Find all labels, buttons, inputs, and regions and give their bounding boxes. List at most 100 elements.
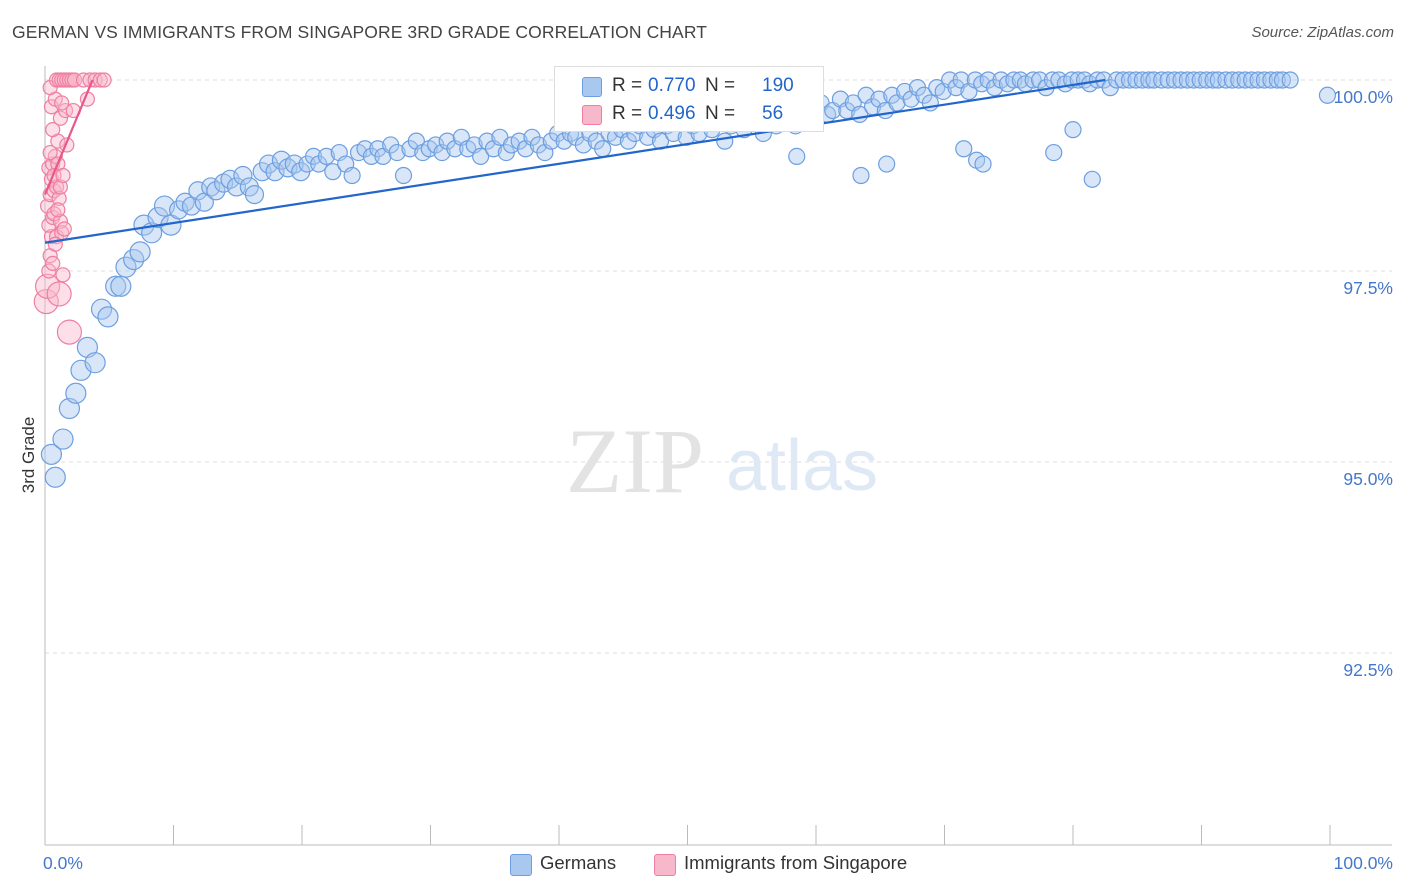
point-singapore bbox=[52, 110, 69, 126]
watermark-atlas: atlas bbox=[726, 426, 878, 506]
bottom-legend-swatch-germans bbox=[510, 854, 532, 876]
point-singapore bbox=[52, 179, 69, 195]
point-germans bbox=[852, 166, 870, 185]
point-germans bbox=[105, 275, 127, 297]
point-germans bbox=[1255, 71, 1274, 89]
point-germans bbox=[594, 140, 612, 158]
point-singapore bbox=[50, 202, 66, 218]
point-germans bbox=[1127, 71, 1145, 89]
x-tick-label: 100.0% bbox=[1334, 853, 1393, 873]
point-germans bbox=[1249, 71, 1267, 89]
point-germans bbox=[206, 181, 226, 201]
y-tick-label: 97.5% bbox=[1343, 278, 1393, 298]
point-germans bbox=[324, 163, 342, 181]
point-germans bbox=[1088, 71, 1107, 89]
point-germans bbox=[1236, 71, 1254, 89]
point-singapore bbox=[57, 102, 74, 119]
point-singapore bbox=[45, 122, 61, 138]
point-germans bbox=[1172, 71, 1190, 89]
y-axis-label: 3rd Grade bbox=[19, 417, 38, 494]
legend-n-value: 56 bbox=[762, 103, 784, 124]
point-germans bbox=[878, 155, 896, 173]
point-germans bbox=[1108, 71, 1126, 89]
point-germans bbox=[52, 428, 74, 450]
point-singapore bbox=[92, 72, 108, 88]
point-germans bbox=[1191, 71, 1209, 89]
point-germans bbox=[317, 147, 336, 165]
point-germans bbox=[1114, 71, 1132, 89]
chart-source: Source: ZipAtlas.com bbox=[1251, 24, 1394, 41]
gridlines bbox=[45, 79, 1392, 654]
point-germans bbox=[1153, 71, 1171, 89]
tick-labels: 100.0% 97.5% 95.0% 92.5% 0.0% 100.0% bbox=[43, 87, 1393, 873]
point-singapore bbox=[41, 263, 57, 279]
series-singapore bbox=[33, 72, 112, 345]
point-germans bbox=[1083, 170, 1101, 188]
point-singapore bbox=[56, 319, 83, 345]
point-germans bbox=[394, 166, 413, 185]
point-germans bbox=[40, 443, 63, 465]
point-singapore bbox=[55, 267, 71, 283]
point-germans bbox=[84, 352, 106, 374]
bottom-legend-label-germans: Germans bbox=[540, 852, 617, 873]
point-germans bbox=[169, 200, 189, 220]
point-germans bbox=[76, 336, 99, 358]
point-germans bbox=[1281, 71, 1299, 89]
point-germans bbox=[1318, 86, 1337, 104]
point-germans bbox=[1223, 71, 1241, 89]
series-germans bbox=[40, 71, 1337, 488]
legend-n-value: 190 bbox=[762, 75, 794, 96]
point-germans bbox=[201, 177, 221, 197]
point-singapore bbox=[42, 144, 58, 161]
point-germans bbox=[1243, 71, 1261, 89]
legend-n-label: N = bbox=[705, 75, 736, 96]
point-germans bbox=[1185, 71, 1203, 89]
point-germans bbox=[1120, 71, 1139, 89]
point-singapore bbox=[48, 179, 65, 195]
point-germans bbox=[44, 466, 66, 488]
point-germans bbox=[1204, 71, 1222, 89]
point-singapore bbox=[45, 255, 61, 271]
bottom-legend-label-singapore: Immigrants from Singapore bbox=[684, 852, 908, 873]
point-germans bbox=[1165, 71, 1184, 89]
y-tick-label: 100.0% bbox=[1334, 87, 1393, 107]
point-germans bbox=[1178, 71, 1196, 89]
point-germans bbox=[472, 147, 490, 165]
point-germans bbox=[233, 165, 253, 186]
point-germans bbox=[1024, 71, 1042, 89]
legend-r-label: R = bbox=[612, 75, 643, 96]
point-germans bbox=[265, 162, 285, 182]
point-singapore bbox=[54, 95, 70, 111]
legend-r-value: 0.496 bbox=[648, 103, 696, 124]
y-tick-label: 95.0% bbox=[1343, 469, 1393, 489]
legend-row-germans: R = 0.770 N = 190 bbox=[555, 72, 823, 100]
trendline-singapore bbox=[43, 79, 94, 196]
point-germans bbox=[110, 275, 132, 297]
legend-swatch-germans bbox=[582, 77, 602, 97]
point-germans bbox=[1064, 121, 1082, 139]
point-singapore bbox=[96, 72, 112, 88]
point-germans bbox=[284, 154, 304, 174]
x-tick-label: 0.0% bbox=[43, 853, 83, 873]
point-germans bbox=[1140, 71, 1158, 89]
legend-r-value: 0.770 bbox=[648, 75, 696, 96]
point-germans bbox=[65, 382, 87, 404]
point-germans bbox=[1045, 143, 1063, 162]
legend-r-label: R = bbox=[612, 103, 643, 124]
point-germans bbox=[343, 166, 361, 185]
point-germans bbox=[97, 306, 119, 328]
point-germans bbox=[220, 169, 240, 189]
point-germans bbox=[1217, 71, 1235, 89]
point-germans bbox=[788, 147, 806, 165]
axes bbox=[44, 66, 1392, 846]
point-singapore bbox=[51, 190, 67, 207]
point-singapore bbox=[55, 167, 71, 184]
point-singapore bbox=[46, 281, 72, 307]
trendline-germans bbox=[44, 78, 1106, 244]
point-germans bbox=[502, 136, 521, 154]
legend-n-label: N = bbox=[705, 103, 736, 124]
point-germans bbox=[1230, 71, 1248, 89]
point-germans bbox=[129, 241, 151, 263]
point-germans bbox=[271, 150, 292, 170]
